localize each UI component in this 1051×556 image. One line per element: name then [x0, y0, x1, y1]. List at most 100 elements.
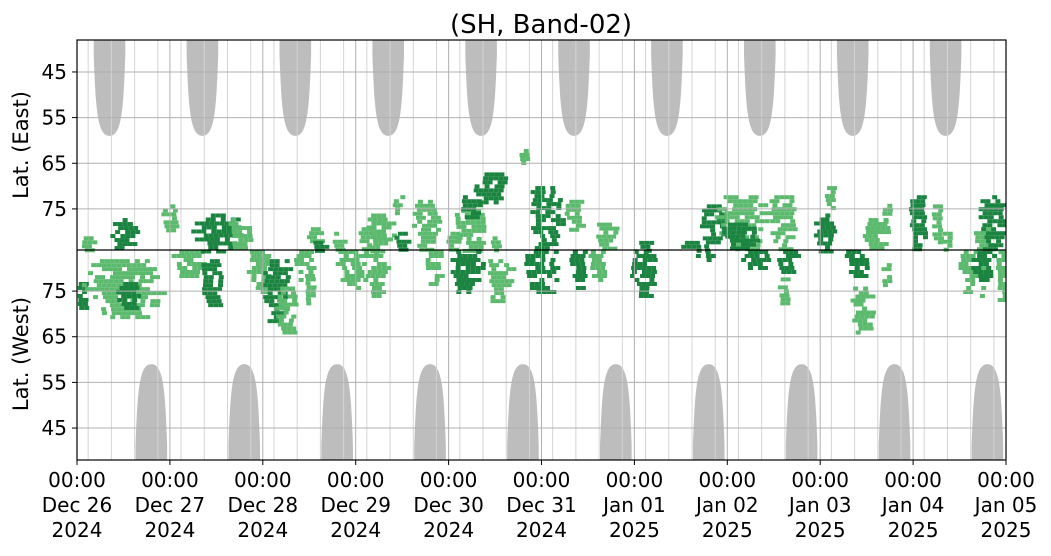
cluster-cell [598, 254, 604, 258]
cluster-cell [982, 211, 988, 216]
cluster-cell [569, 199, 575, 204]
cluster-cell [651, 282, 657, 286]
cluster-cell [370, 245, 376, 250]
cluster-cell [784, 195, 790, 200]
cluster-cell [998, 282, 1004, 286]
cluster-cell [140, 275, 146, 280]
cluster-cell [590, 266, 596, 270]
cluster-cell [121, 263, 127, 268]
cluster-cell [139, 287, 145, 292]
cluster-25 [425, 250, 445, 286]
cluster-cell [853, 270, 859, 274]
cluster-cell [710, 240, 716, 245]
x-tick-label: Jan 05 [973, 493, 1038, 517]
gray-region-east-5 [558, 40, 590, 136]
cluster-cell [476, 228, 482, 233]
cluster-cell [970, 278, 976, 282]
cluster-cell [129, 305, 135, 310]
cluster-cell [504, 279, 510, 284]
cluster-cell [318, 240, 324, 245]
cluster-cell [498, 259, 504, 264]
cluster-cell [470, 270, 476, 274]
cluster-cell [782, 203, 788, 208]
cluster-cell [497, 180, 503, 185]
cluster-cell [110, 299, 116, 304]
cluster-cell [235, 217, 241, 222]
cluster-cell [237, 234, 243, 239]
cluster-cell [354, 270, 360, 274]
cluster-cell [132, 242, 138, 247]
cluster-cell [471, 199, 477, 204]
cluster-cell [422, 223, 428, 228]
cluster-cell [137, 267, 143, 272]
cluster-cell [856, 250, 862, 254]
cluster-cell [481, 192, 487, 197]
cluster-cell [744, 219, 750, 224]
cluster-cell [484, 184, 490, 189]
cluster-cell [859, 314, 865, 319]
cluster-cell [789, 195, 795, 200]
cluster-cell [785, 277, 791, 282]
cluster-cell [458, 274, 464, 278]
cluster-cell [566, 207, 572, 212]
cluster-cell [778, 247, 784, 252]
cluster-cell [119, 246, 125, 251]
cluster-cell [777, 258, 783, 262]
cluster-cell [280, 286, 286, 291]
cluster-cell [981, 286, 987, 290]
cluster-cell [116, 283, 122, 288]
cluster-cell [883, 219, 889, 224]
cluster-cell [715, 240, 721, 245]
cluster-cell [762, 266, 768, 270]
cluster-cell [963, 290, 969, 294]
cluster-cell [734, 211, 740, 216]
x-tick-label: Dec 31 [506, 493, 577, 517]
cluster-cell [880, 230, 886, 235]
cluster-cell [208, 303, 214, 308]
cluster-cell [369, 282, 375, 286]
cluster-cell [212, 271, 218, 276]
gray-region-west-3 [414, 364, 446, 460]
x-tick-label: 00:00 [977, 468, 1035, 492]
cluster-cell [121, 293, 127, 298]
cluster-cell [147, 267, 153, 272]
cluster-cell [368, 254, 374, 258]
cluster-cell [774, 195, 780, 200]
cluster-cell [947, 243, 953, 248]
cluster-cell [580, 286, 586, 290]
cluster-cell [501, 275, 507, 280]
cluster-cell [334, 231, 340, 236]
cluster-cell [976, 258, 982, 262]
cluster-cell [324, 244, 330, 249]
cluster-cell [643, 294, 649, 298]
cluster-cell [597, 222, 603, 227]
cluster-cell [962, 270, 968, 274]
cluster-cell [858, 274, 864, 278]
cluster-cell [311, 285, 317, 290]
cluster-cell [909, 223, 915, 228]
cluster-cell [191, 229, 197, 234]
y-tick-label-west: 75 [42, 279, 67, 303]
cluster-cell [397, 231, 403, 236]
cluster-cell [439, 274, 445, 278]
cluster-cell [344, 258, 350, 262]
cluster-cell [912, 239, 918, 244]
cluster-cell [373, 254, 379, 258]
cluster-cell [978, 278, 984, 282]
cluster-cell [780, 277, 786, 282]
x-tick-label: Dec 26 [42, 493, 113, 517]
cluster-cell [983, 278, 989, 282]
cluster-cell [987, 250, 993, 254]
cluster-cell [992, 247, 998, 252]
cluster-cell [268, 303, 274, 308]
cluster-cell [630, 274, 636, 278]
cluster-54 [850, 286, 876, 335]
cluster-cell [126, 289, 132, 294]
cluster-cell [131, 311, 137, 316]
cluster-cell [471, 228, 477, 233]
cluster-cell [786, 254, 792, 258]
cluster-cell [191, 262, 197, 266]
cluster-59 [931, 204, 944, 245]
cluster-cell [119, 238, 125, 243]
cluster-cell [272, 271, 278, 276]
